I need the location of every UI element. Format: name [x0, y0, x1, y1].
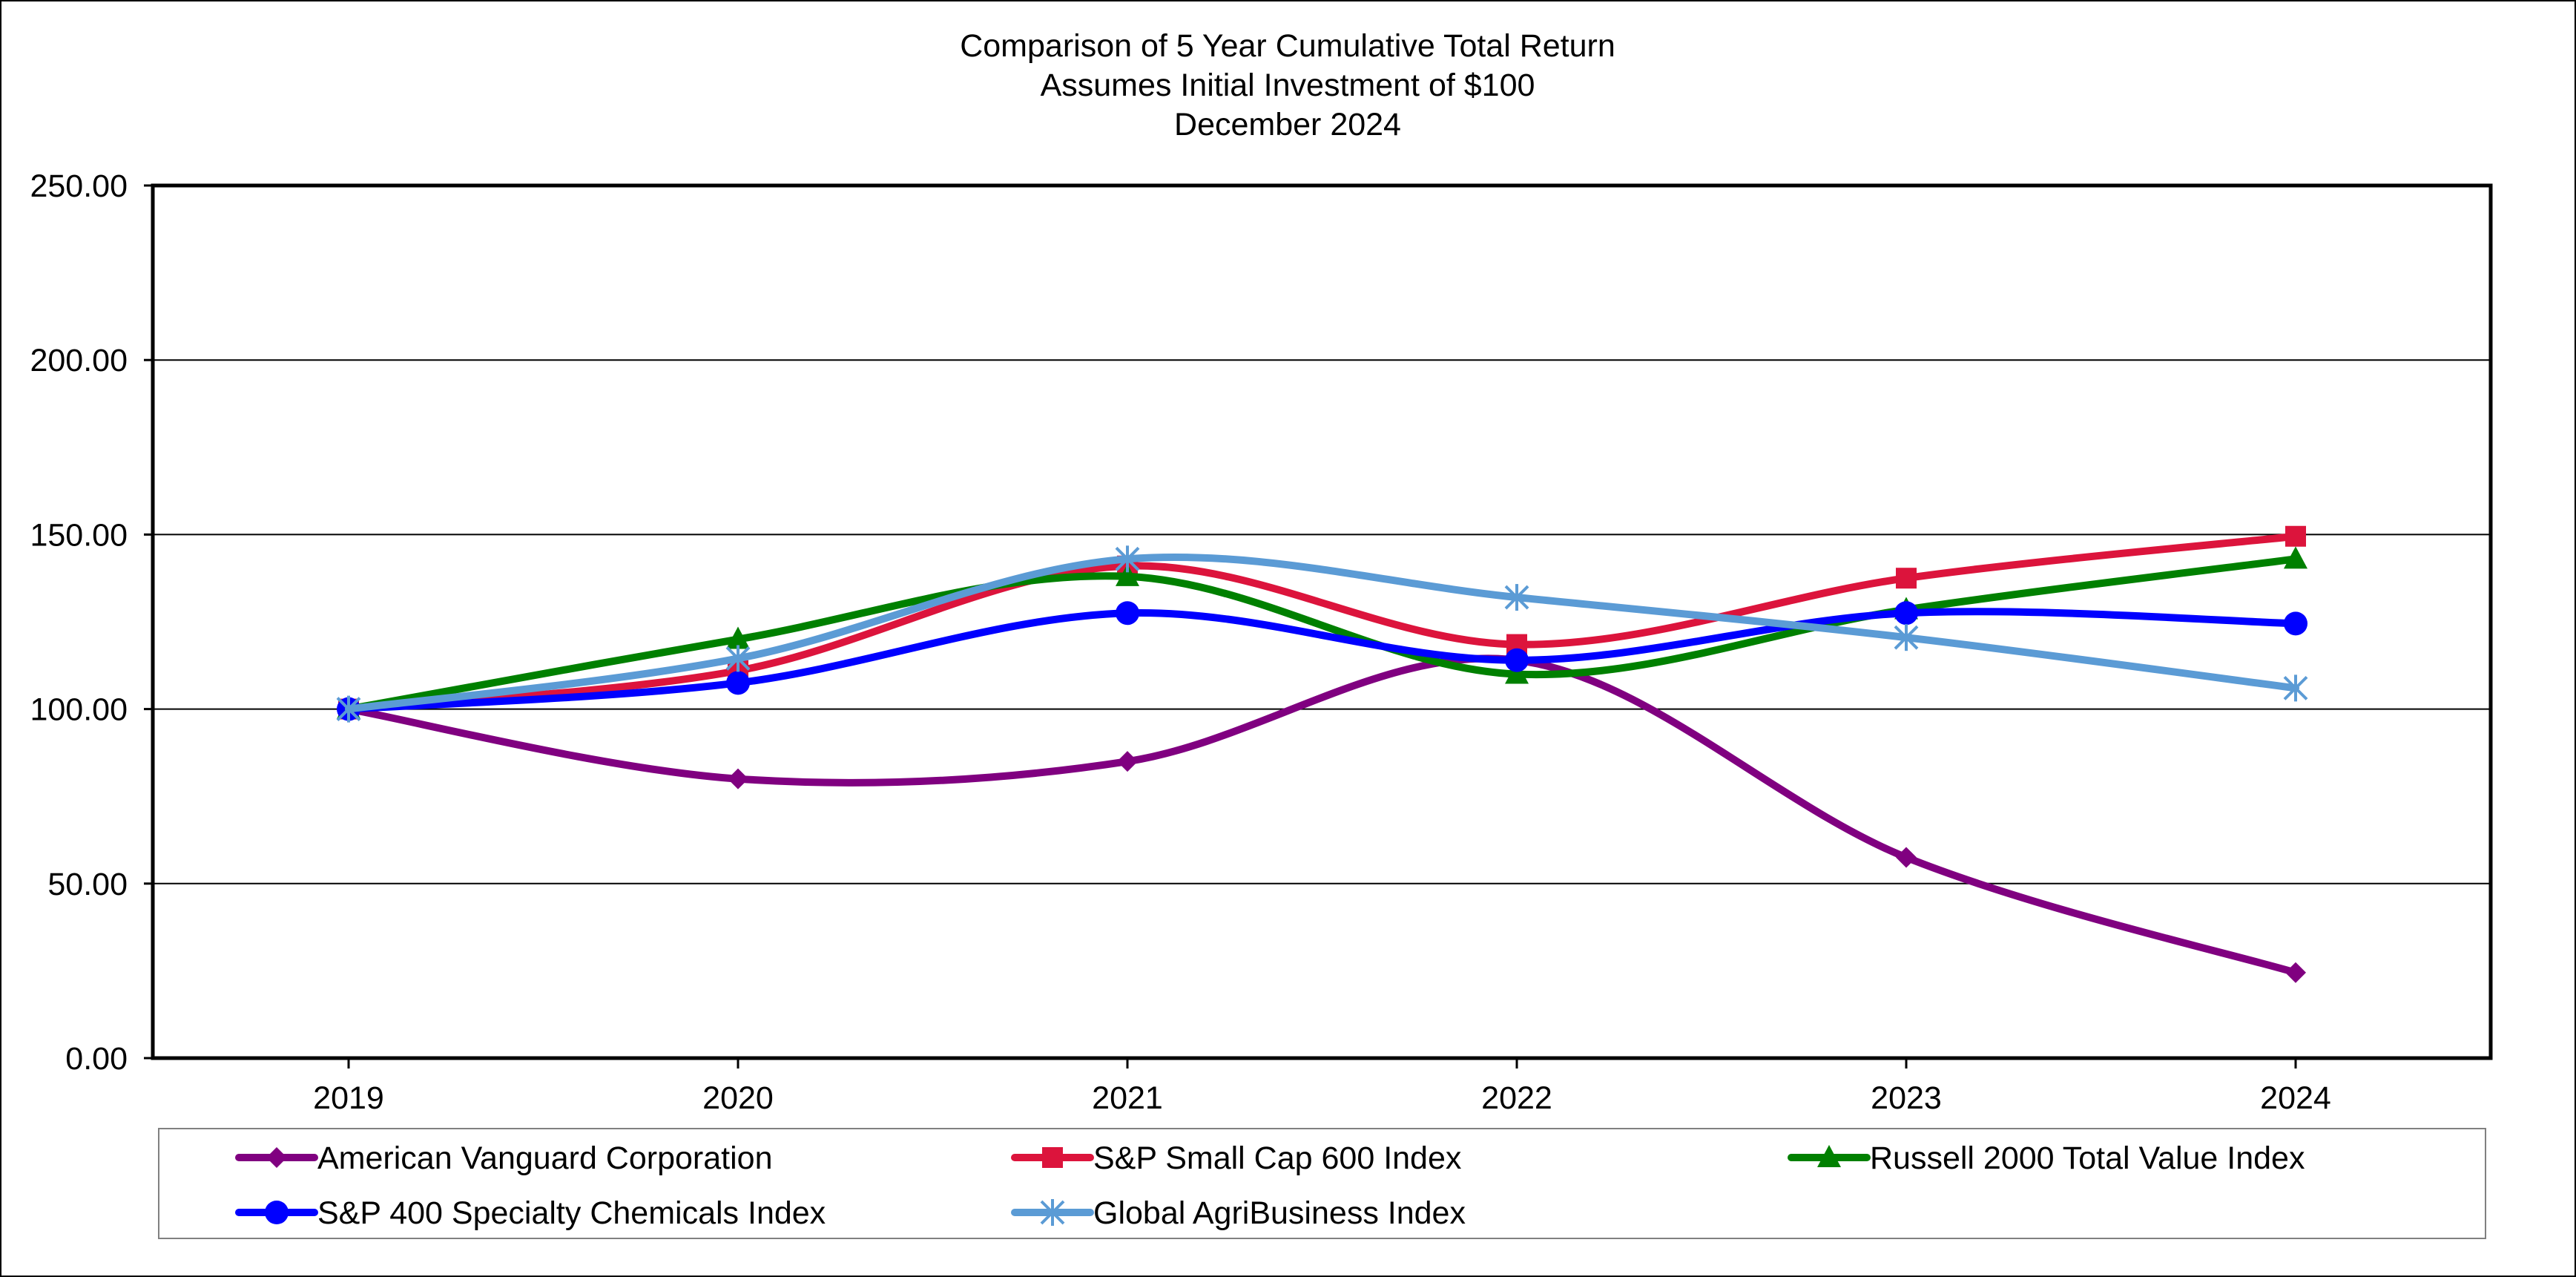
x-tick-label: 2023 [1871, 1080, 1942, 1116]
x-tick-label: 2022 [1481, 1080, 1552, 1116]
data-point [1115, 545, 1140, 573]
legend: American Vanguard Corporation S&P Small C… [158, 1128, 2486, 1239]
series-line [345, 532, 2299, 713]
data-point [2284, 611, 2307, 636]
data-point [726, 626, 750, 649]
legend-box [158, 1128, 2486, 1239]
legend-swatch-marker [266, 1147, 287, 1168]
legend-swatch-marker [1040, 1199, 1065, 1226]
legend-swatch-marker [1817, 1145, 1841, 1167]
legend-entry-1: American Vanguard Corporation [235, 1140, 773, 1176]
y-tick-label: 100.00 [30, 692, 128, 728]
y-tick-label: 200.00 [30, 343, 128, 378]
series-5 [336, 545, 2308, 723]
x-axis-ticks: 2019 2020 2021 2022 2023 2024 [313, 1058, 2331, 1116]
data-point [1116, 563, 1139, 586]
legend-entry-5: Global AgriBusiness Index [1011, 1195, 1466, 1231]
data-point [728, 768, 748, 789]
x-tick-label: 2021 [1092, 1080, 1163, 1116]
series-line [345, 555, 2299, 713]
data-point [1505, 648, 1529, 672]
x-tick-label: 2024 [2260, 1080, 2331, 1116]
chart-title: Comparison of 5 Year Cumulative Total Re… [960, 28, 1615, 142]
data-point [2285, 525, 2306, 547]
y-tick-label: 0.00 [65, 1041, 128, 1077]
series-line [345, 654, 2299, 976]
y-tick-label: 50.00 [47, 867, 128, 902]
legend-entry-4: S&P 400 Specialty Chemicals Index [235, 1195, 826, 1231]
data-point [2283, 674, 2308, 702]
legend-label: Global AgriBusiness Index [1093, 1195, 1466, 1231]
data-point [1116, 601, 1139, 626]
legend-swatch-marker [1042, 1147, 1063, 1168]
y-tick-label: 150.00 [30, 517, 128, 553]
data-point [2284, 546, 2307, 569]
chart-title-line-3: December 2024 [1174, 107, 1401, 142]
chart-title-line-2: Assumes Initial Investment of $100 [1041, 68, 1535, 103]
legend-label: Russell 2000 Total Value Index [1870, 1140, 2305, 1176]
legend-label: S&P Small Cap 600 Index [1093, 1140, 1462, 1176]
legend-label: American Vanguard Corporation [317, 1140, 773, 1176]
x-tick-label: 2020 [702, 1080, 774, 1116]
data-point [336, 695, 361, 723]
data-point [1894, 624, 1919, 651]
data-point [1117, 751, 1138, 772]
data-point [1504, 584, 1529, 611]
legend-entry-2: S&P Small Cap 600 Index [1011, 1140, 1462, 1176]
data-point [1894, 601, 1918, 626]
y-axis-ticks: 0.00 50.00 100.00 150.00 200.00 250.00 [30, 168, 153, 1077]
series-layer [336, 525, 2308, 983]
data-point [1896, 568, 1917, 589]
chart-title-line-1: Comparison of 5 Year Cumulative Total Re… [960, 28, 1615, 64]
data-point [2285, 962, 2306, 983]
data-point [1896, 847, 1917, 868]
data-point [726, 671, 750, 695]
x-tick-label: 2019 [313, 1080, 384, 1116]
data-point [725, 645, 751, 672]
legend-label: S&P 400 Specialty Chemicals Index [317, 1195, 826, 1231]
legend-swatch-marker [265, 1201, 289, 1224]
y-tick-label: 250.00 [30, 168, 128, 204]
series-line [345, 553, 2299, 713]
series-line [345, 608, 2299, 713]
legend-entry-3: Russell 2000 Total Value Index [1788, 1140, 2305, 1176]
gridlines [153, 359, 2491, 884]
plot-area [151, 183, 2493, 1060]
data-point [1505, 661, 1529, 684]
